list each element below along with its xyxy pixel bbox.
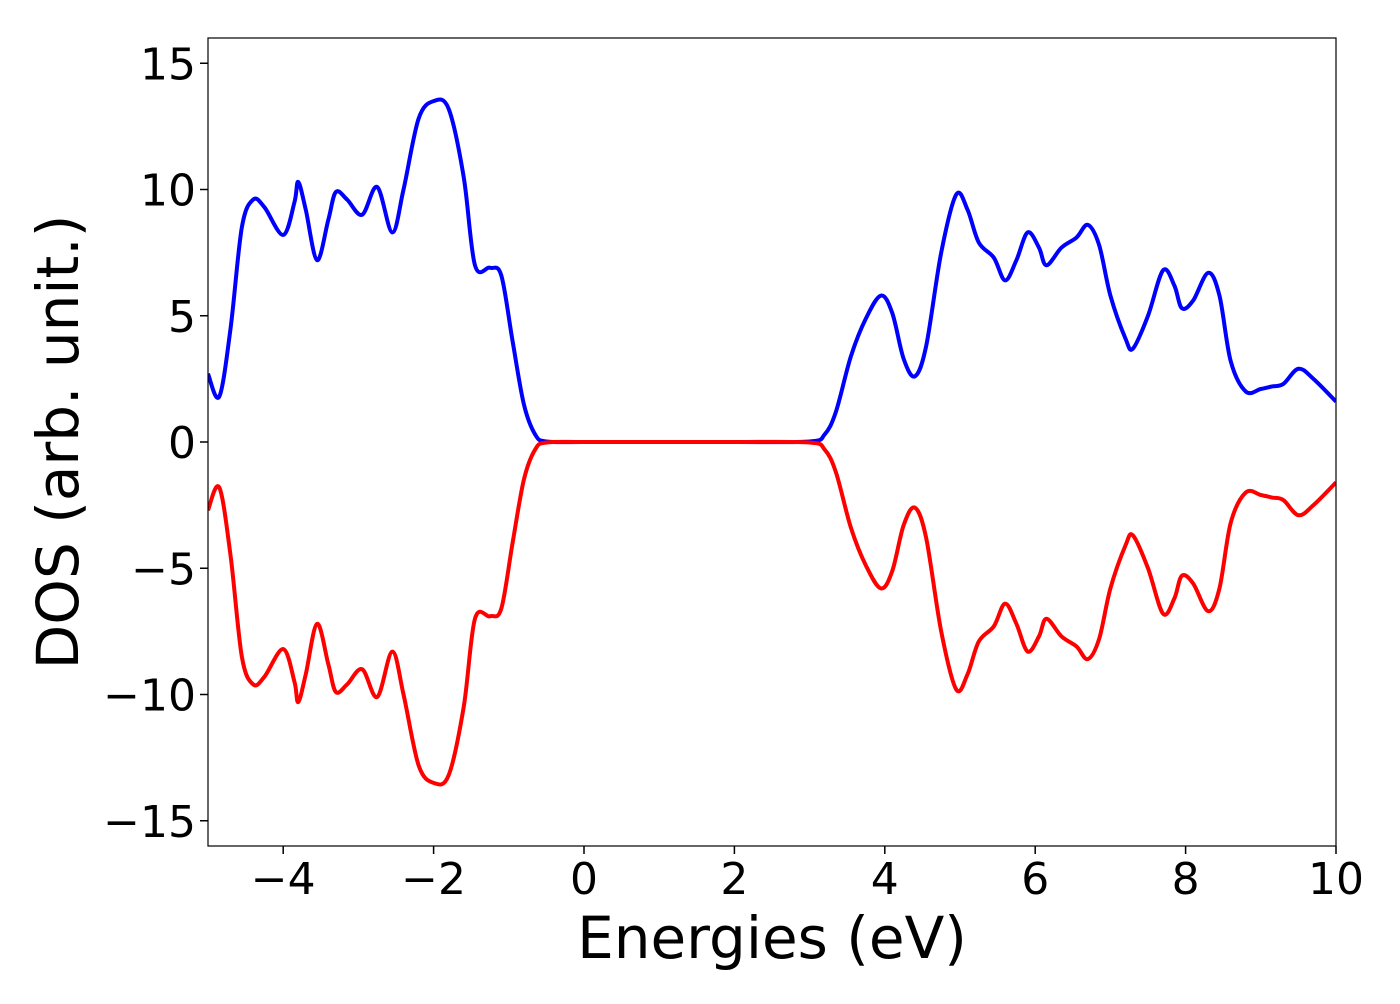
y-tick-label: 15 xyxy=(140,39,196,90)
x-tick-label: 10 xyxy=(1308,854,1364,905)
series-line xyxy=(208,439,1336,787)
x-tick-label: −4 xyxy=(251,854,316,905)
y-tick-label: −10 xyxy=(103,671,196,722)
y-axis-label: DOS (arb. unit.) xyxy=(24,215,92,670)
y-tick-label: −15 xyxy=(103,797,196,848)
series-line xyxy=(208,97,1336,445)
x-tick-label: 8 xyxy=(1172,854,1200,905)
x-tick-label: 2 xyxy=(720,854,748,905)
x-tick-label: 0 xyxy=(570,854,598,905)
x-tick-label: 6 xyxy=(1021,854,1049,905)
y-tick-label: −5 xyxy=(131,544,196,595)
x-axis-label: Energies (eV) xyxy=(577,904,967,972)
y-tick-label: 0 xyxy=(168,418,196,469)
y-tick-label: 5 xyxy=(168,292,196,343)
y-tick-label: 10 xyxy=(140,166,196,217)
x-tick-label: 4 xyxy=(871,854,899,905)
x-tick-label: −2 xyxy=(401,854,466,905)
